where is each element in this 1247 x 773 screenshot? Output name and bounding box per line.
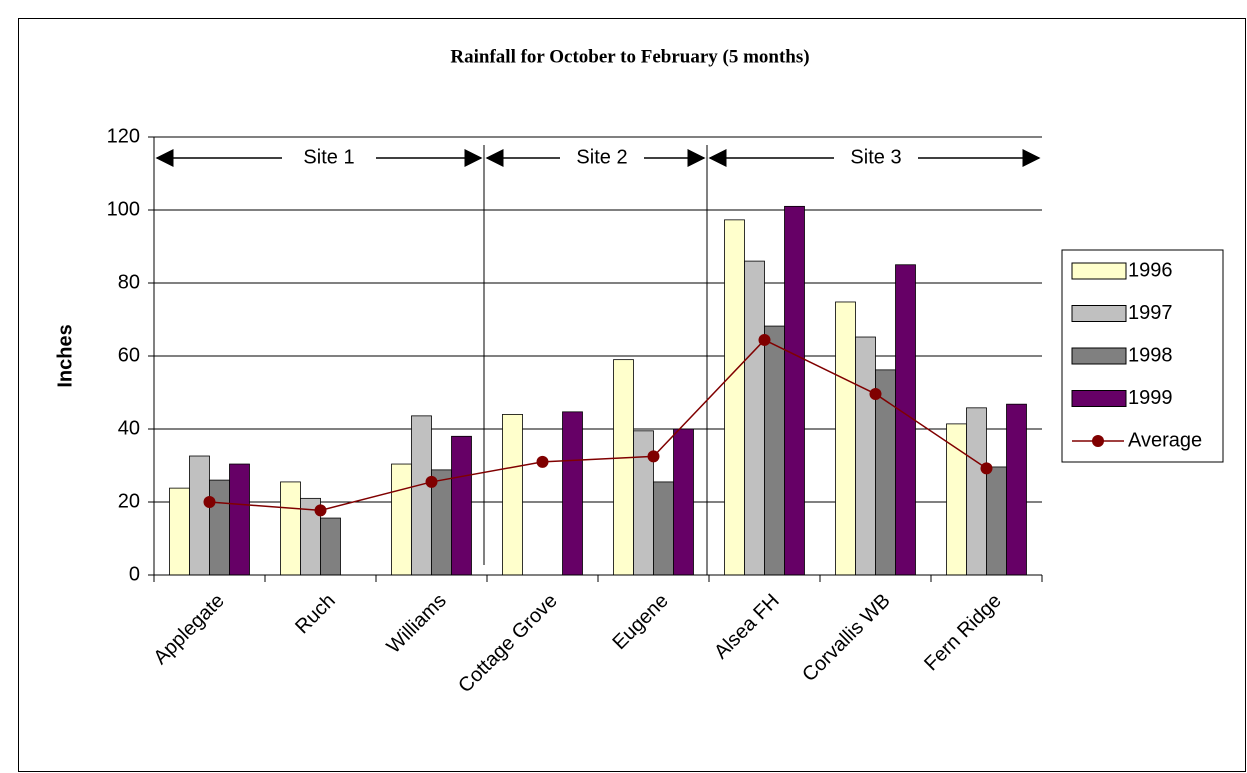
bar <box>451 435 472 576</box>
annotation: Site 1 <box>303 146 354 168</box>
bar <box>653 481 674 576</box>
bar <box>280 481 301 576</box>
line <box>209 339 987 512</box>
bar <box>855 336 876 576</box>
y-tick-label: 20 <box>118 490 140 512</box>
bar <box>391 463 412 576</box>
bar <box>764 325 785 576</box>
chart-title: Rainfall for October to February (5 mont… <box>450 46 809 67</box>
y-tick-label: 80 <box>118 271 140 293</box>
bar <box>502 413 523 576</box>
bar <box>320 517 341 576</box>
bar <box>673 428 694 576</box>
bar <box>966 407 987 576</box>
bar <box>784 205 805 576</box>
point <box>647 450 660 463</box>
annotation: Site 2 <box>576 146 627 168</box>
bar <box>209 479 230 576</box>
legend-swatch <box>1071 305 1127 322</box>
bar <box>562 411 583 576</box>
point <box>980 462 993 475</box>
y-tick-label: 0 <box>129 563 140 585</box>
site-dividers <box>483 145 708 575</box>
y-tick-label: 100 <box>107 198 140 220</box>
legend-label: 1997 <box>1128 302 1173 324</box>
legend-swatch <box>1071 347 1127 365</box>
y-tick-label: 60 <box>118 344 140 366</box>
bar <box>411 415 432 576</box>
point <box>536 455 549 468</box>
bar <box>613 359 634 576</box>
bar <box>986 466 1007 576</box>
site-arrows <box>155 146 1041 170</box>
bar <box>229 463 250 576</box>
legend-label: 1999 <box>1128 387 1173 409</box>
y-axis-label: Inches <box>54 324 76 387</box>
legend-swatch <box>1071 390 1127 407</box>
point <box>203 496 216 508</box>
point <box>425 475 438 488</box>
point <box>869 387 882 400</box>
legend-swatch <box>1092 435 1104 447</box>
y-tick-label: 120 <box>107 125 140 147</box>
bar <box>1006 403 1027 576</box>
bar <box>724 219 745 576</box>
point <box>758 333 771 346</box>
legend-swatch <box>1071 262 1127 280</box>
legend-label: Average <box>1128 429 1202 451</box>
legend-label: 1996 <box>1128 259 1173 281</box>
annotation: Site 3 <box>850 146 901 168</box>
bar <box>895 264 916 576</box>
bar <box>835 301 856 576</box>
point <box>314 504 327 517</box>
bar <box>189 455 210 576</box>
y-tick-label: 40 <box>118 417 140 439</box>
bar <box>169 487 190 576</box>
bar <box>946 423 967 576</box>
legend-label: 1998 <box>1128 344 1173 366</box>
bar <box>744 260 765 576</box>
